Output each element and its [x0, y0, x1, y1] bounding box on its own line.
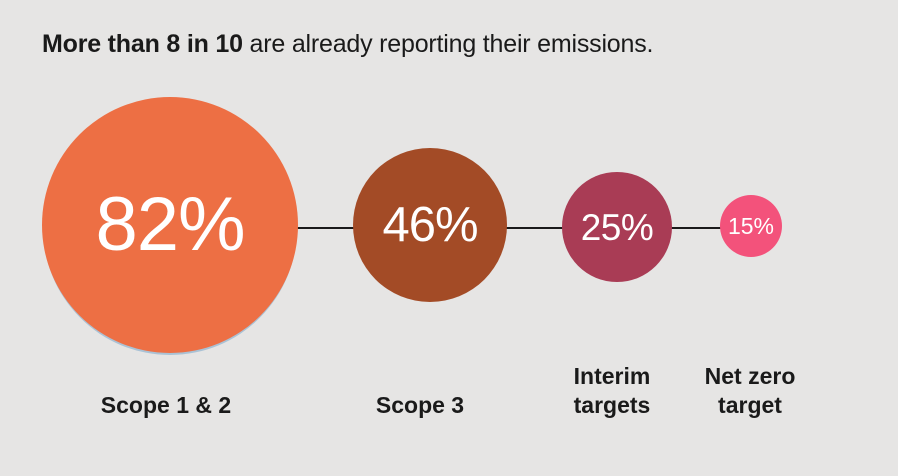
bubble-net-zero-target: 15%: [720, 195, 782, 257]
label-line: target: [718, 392, 782, 418]
label-scope-1-2: Scope 1 & 2: [101, 391, 231, 420]
label-scope-3: Scope 3: [376, 391, 464, 420]
label-line: Scope 3: [375, 392, 465, 418]
label-line: targets: [573, 392, 651, 418]
label-line: Interim: [573, 363, 651, 389]
bubble-value-scope-3: 46%: [382, 197, 478, 252]
bubble-scope-3: 46%: [353, 148, 507, 302]
bubble-value-interim-targets: 25%: [580, 206, 654, 248]
bubble-scope-1-2: 82%: [42, 97, 298, 353]
bubble-value-scope-1-2: 82%: [95, 182, 245, 267]
label-interim-targets: Interim targets: [574, 362, 651, 420]
label-net-zero-target: Net zero target: [705, 362, 796, 420]
label-line: Net zero: [704, 363, 796, 389]
bubble-value-net-zero-target: 15%: [727, 212, 775, 239]
label-line: Scope 1 & 2: [100, 392, 232, 418]
title-emphasis: More than 8 in 10: [42, 30, 243, 58]
bubble-interim-targets: 25%: [562, 172, 672, 282]
title-rest: are already reporting their emissions.: [242, 30, 654, 58]
chart-title: More than 8 in 10 are already reporting …: [42, 30, 653, 59]
